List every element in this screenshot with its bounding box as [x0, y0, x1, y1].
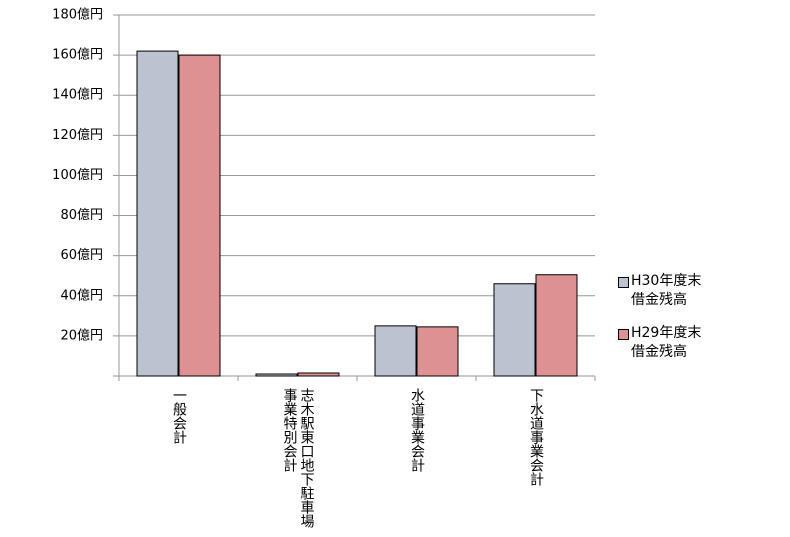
x-tick-label: 下水道事業会計: [528, 388, 544, 486]
y-tick-label: 60億円: [60, 247, 103, 263]
y-tick-label: 20億円: [60, 327, 103, 343]
x-tick-label: 水道事業会計: [409, 388, 425, 472]
legend-label: H30年度末借金残高: [631, 273, 702, 308]
bar: [416, 326, 459, 377]
y-tick-label: 140億円: [52, 87, 103, 103]
y-tick-label: 120億円: [52, 127, 103, 143]
y-tick-label: 80億円: [60, 207, 103, 223]
legend-swatch: [618, 277, 629, 288]
x-tick-label: 志木駅東口地下駐車場事業特別会計: [281, 388, 315, 528]
y-tick-label: 160億円: [52, 47, 103, 63]
x-tick-label: 一般会計: [171, 388, 187, 444]
bar: [136, 50, 179, 377]
y-tick-label: 100億円: [52, 167, 103, 183]
bar: [178, 54, 221, 377]
legend-label: H29年度末借金残高: [631, 325, 702, 360]
y-tick-label: 180億円: [52, 7, 103, 23]
bar: [255, 373, 298, 377]
bar: [297, 372, 340, 377]
bar: [493, 283, 536, 377]
bar: [374, 325, 417, 377]
bar: [535, 274, 578, 377]
legend-swatch: [618, 329, 629, 340]
y-tick-label: 40億円: [60, 287, 103, 303]
